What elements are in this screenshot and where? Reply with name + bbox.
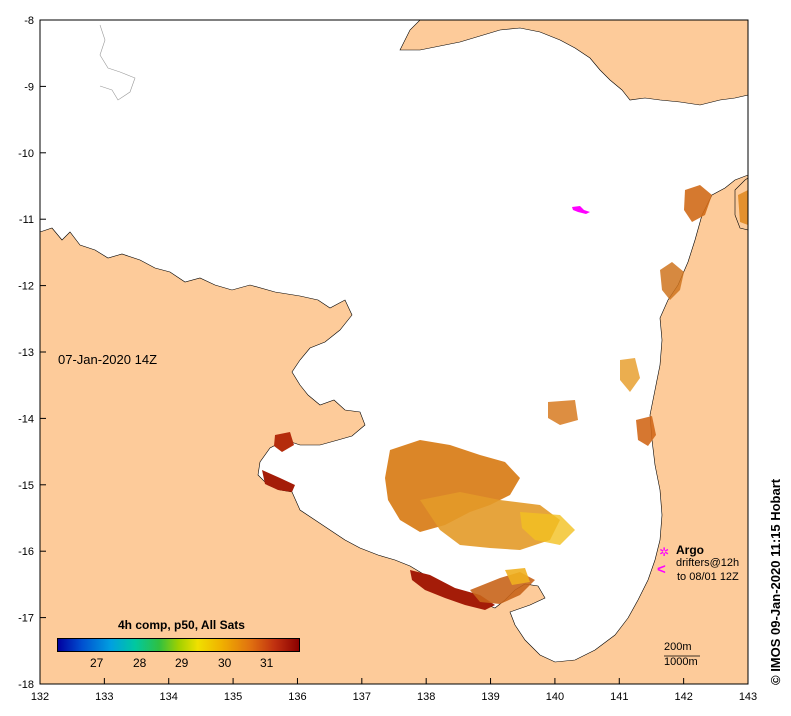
- y-tick-label: -9: [24, 81, 34, 93]
- sst-patch-tip: [738, 190, 748, 225]
- x-tick-label: 143: [739, 691, 757, 703]
- sst-patch-south: [420, 492, 560, 550]
- x-tick-label: 134: [160, 691, 178, 703]
- colorbar-tick: 31: [260, 656, 274, 670]
- drifter-arrow-icon: <: [657, 561, 666, 578]
- x-tick-label: 132: [31, 691, 49, 703]
- sst-patch-west-coast2: [274, 432, 294, 452]
- drifter-label: drifters@12h: [676, 557, 740, 569]
- sst-patch-east-coast: [636, 416, 656, 446]
- sst-overlay: [262, 185, 748, 610]
- x-tick-label: 135: [224, 691, 242, 703]
- x-tick-label: 139: [481, 691, 499, 703]
- credit-label: © IMOS 09-Jan-2020 11:15 Hobart: [768, 478, 783, 685]
- sst-patch-mid: [548, 400, 578, 425]
- y-tick-label: -13: [18, 347, 34, 359]
- sst-patch-central: [385, 440, 520, 532]
- sst-patch-west-coast: [262, 470, 295, 492]
- y-tick-label: -14: [18, 413, 34, 425]
- argo-floats: [572, 206, 590, 214]
- argo-label: Argo: [676, 543, 704, 557]
- y-tick-label: -12: [18, 281, 34, 293]
- x-tick-label: 141: [610, 691, 628, 703]
- new-guinea-landmass: [399, 19, 749, 106]
- sst-patch-mid-east: [620, 358, 640, 392]
- colorbar-tick: 28: [133, 656, 147, 670]
- drifter-window-label: to 08/01 12Z: [677, 571, 739, 583]
- colorbar-tick: 30: [218, 656, 232, 670]
- sst-patch-cape: [684, 185, 712, 222]
- sst-patch-small-south: [505, 568, 530, 585]
- colorbar-tick: 27: [90, 656, 104, 670]
- x-tick-label: 137: [353, 691, 371, 703]
- colorbar-title: 4h comp, p50, All Sats: [118, 618, 245, 632]
- x-tick-label: 140: [546, 691, 564, 703]
- y-tick-label: -17: [18, 613, 34, 625]
- x-tick-label: 133: [95, 691, 113, 703]
- y-axis: -8 -9 -10 -11 -12 -13 -14 -15 -16 -17 -18: [18, 15, 46, 691]
- y-tick-label: -11: [19, 214, 34, 226]
- x-tick-label: 136: [288, 691, 306, 703]
- y-tick-label: -18: [18, 679, 34, 691]
- colorbar-tick: 29: [175, 656, 189, 670]
- x-axis: 132 133 134 135 136 137 138 139 140 141 142 143: [31, 678, 757, 703]
- sst-patch-yellow: [520, 512, 575, 545]
- x-tick-label: 138: [417, 691, 435, 703]
- sst-patch-northeast: [660, 262, 684, 300]
- isobath-divider: [664, 655, 700, 657]
- y-tick-label: -16: [18, 546, 34, 558]
- sst-patch-coastal-hot: [410, 570, 495, 610]
- isobath-1000-label: 1000m: [664, 656, 698, 668]
- y-tick-label: -15: [18, 480, 34, 492]
- x-tick-label: 142: [674, 691, 692, 703]
- colorbar: [57, 638, 300, 652]
- timestamp-label: 07-Jan-2020 14Z: [58, 352, 158, 367]
- y-tick-label: -10: [18, 148, 34, 160]
- coastline-detail: [99, 24, 136, 101]
- y-tick-label: -8: [24, 15, 34, 27]
- isobath-200-label: 200m: [664, 641, 692, 653]
- argo-icon: ✲: [659, 545, 670, 559]
